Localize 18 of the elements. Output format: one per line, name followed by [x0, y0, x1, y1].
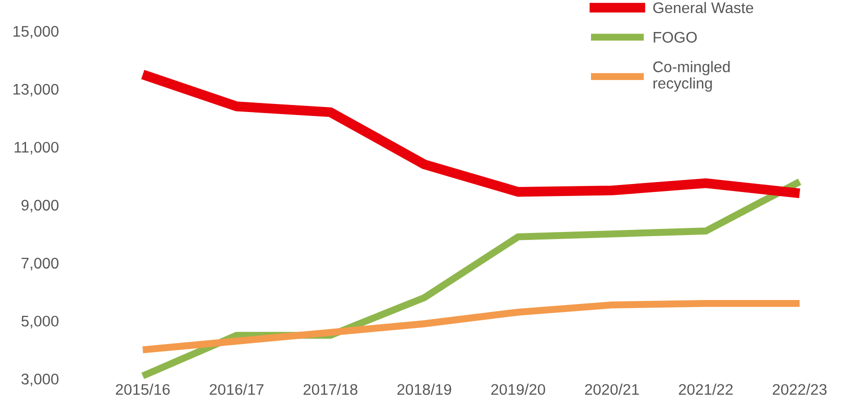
x-tick-label: 2022/23	[772, 384, 827, 395]
x-tick-label: 2015/16	[116, 384, 170, 395]
legend-label: Co-mingled recycling	[653, 61, 730, 92]
y-tick-label: 5,000	[21, 316, 58, 328]
y-tick-label: 7,000	[22, 258, 58, 270]
x-tick-label: 2016/17	[210, 384, 264, 395]
x-tick-label: 2017/18	[304, 384, 358, 395]
y-tick-label: 15,000	[14, 26, 58, 39]
y-tick-label: 11,000	[14, 142, 58, 154]
x-tick-label: 2021/22	[678, 384, 733, 395]
x-tick-label: 2018/19	[397, 384, 452, 395]
x-tick-label: 2020/21	[585, 384, 639, 395]
legend-label: FOGO	[654, 32, 697, 43]
x-tick-label: 2019/20	[491, 384, 546, 395]
y-tick-label: 13,000	[14, 84, 58, 96]
y-tick-label: 3,000	[21, 374, 58, 386]
legend-label: General Waste	[653, 2, 754, 14]
y-tick-label: 9,000	[22, 200, 58, 212]
